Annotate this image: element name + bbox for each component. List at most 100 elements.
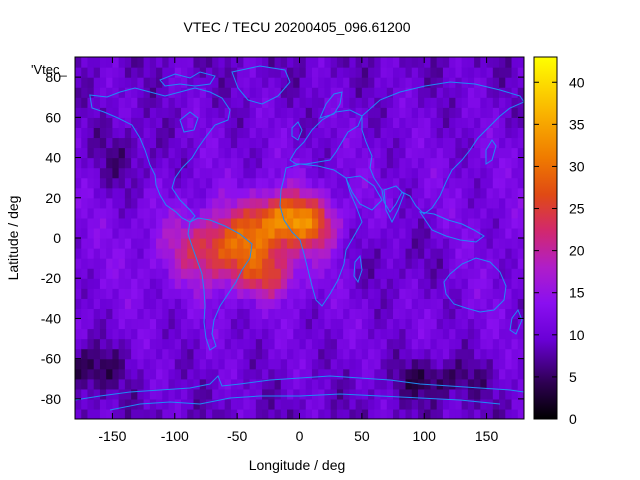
heatmap-cell (461, 57, 469, 68)
heatmap-cell (81, 288, 89, 299)
heatmap-cell (99, 338, 107, 350)
heatmap-cell (255, 117, 263, 128)
heatmap-cell (137, 318, 145, 330)
heatmap-cell (299, 167, 307, 179)
heatmap-cell (511, 268, 519, 279)
heatmap-cell (106, 57, 114, 68)
heatmap-cell (374, 137, 382, 149)
heatmap-cell (131, 217, 138, 229)
heatmap-cell (455, 358, 463, 370)
heatmap-cell (343, 318, 350, 330)
heatmap-cell (237, 127, 244, 139)
heatmap-cell (156, 87, 163, 98)
heatmap-cell (436, 238, 444, 249)
heatmap-cell (205, 328, 213, 340)
heatmap-cell (187, 348, 195, 360)
heatmap-cell (374, 207, 382, 219)
heatmap-cell (492, 258, 500, 269)
heatmap-cell (355, 368, 363, 380)
heatmap-cell (131, 167, 138, 179)
heatmap-cell (361, 157, 369, 169)
heatmap-cell (299, 117, 307, 128)
heatmap-cell (124, 87, 132, 98)
heatmap-cell (305, 57, 313, 68)
heatmap-cell (137, 258, 145, 269)
heatmap-cell (218, 378, 226, 390)
heatmap-cell (293, 127, 301, 139)
heatmap-cell (243, 288, 251, 299)
heatmap-cell (87, 318, 95, 330)
heatmap-cell (505, 167, 513, 179)
heatmap-cell (181, 288, 188, 299)
heatmap-cell (237, 197, 244, 209)
heatmap-cell (212, 67, 220, 78)
heatmap-cell (181, 238, 188, 249)
heatmap-cell (449, 348, 457, 360)
heatmap-cell (287, 238, 294, 249)
heatmap-cell (486, 398, 494, 410)
heatmap-cell (212, 318, 220, 330)
heatmap-cell (262, 67, 269, 78)
heatmap-cell (355, 137, 363, 149)
heatmap-cell (218, 338, 226, 350)
heatmap-cell (237, 137, 244, 149)
heatmap-cell (143, 197, 151, 209)
heatmap-cell (505, 177, 513, 189)
heatmap-cell (480, 177, 488, 189)
heatmap-cell (124, 157, 132, 169)
heatmap-cell (436, 197, 444, 209)
heatmap-cell (268, 157, 276, 169)
heatmap-cell (149, 288, 157, 299)
coast-antarctica-inner (109, 393, 501, 411)
heatmap-cell (87, 398, 95, 410)
heatmap-cell (305, 147, 313, 159)
heatmap-cell (81, 338, 89, 350)
heatmap-cell (499, 258, 506, 269)
heatmap-cell (137, 157, 145, 169)
heatmap-cell (93, 338, 101, 350)
heatmap-cell (305, 167, 313, 179)
heatmap-cell (262, 57, 269, 68)
heatmap-cell (449, 368, 457, 380)
heatmap-cell (149, 318, 157, 330)
heatmap-cell (461, 348, 469, 360)
heatmap-cell (81, 318, 89, 330)
heatmap-cell (287, 107, 294, 118)
heatmap-cell (187, 388, 195, 400)
heatmap-cell (112, 368, 120, 380)
heatmap-cell (280, 398, 288, 410)
heatmap-cell (174, 107, 182, 118)
heatmap-cell (374, 57, 382, 68)
heatmap-cell (293, 258, 301, 269)
heatmap-cell (436, 57, 444, 68)
heatmap-cell (181, 278, 188, 289)
heatmap-cell (324, 117, 332, 128)
heatmap-cell (311, 87, 319, 98)
heatmap-cell (480, 358, 488, 370)
heatmap-cell (499, 308, 506, 320)
heatmap-cell (442, 358, 450, 370)
heatmap-cell (461, 87, 469, 98)
heatmap-cell (449, 238, 457, 249)
heatmap-cell (517, 238, 524, 249)
heatmap-cell (205, 87, 213, 98)
heatmap-cell (280, 67, 288, 78)
heatmap-cell (293, 248, 301, 259)
heatmap-cell (255, 398, 263, 410)
heatmap-cell (480, 268, 488, 279)
heatmap-cell (336, 358, 344, 370)
heatmap-cell (193, 67, 201, 78)
heatmap-cell (436, 278, 444, 289)
heatmap-cell (112, 278, 120, 289)
heatmap-cell (380, 217, 388, 229)
x-axis-label: Longitude / deg (249, 457, 346, 473)
heatmap-cell (311, 358, 319, 370)
colorbar-tick-label: 30 (569, 158, 585, 174)
heatmap-cell (112, 378, 120, 390)
heatmap-cell (274, 288, 282, 299)
heatmap-cell (511, 177, 519, 189)
heatmap-cell (349, 318, 357, 330)
heatmap-cell (336, 398, 344, 410)
heatmap-cell (75, 358, 82, 370)
heatmap-cell (449, 248, 457, 259)
